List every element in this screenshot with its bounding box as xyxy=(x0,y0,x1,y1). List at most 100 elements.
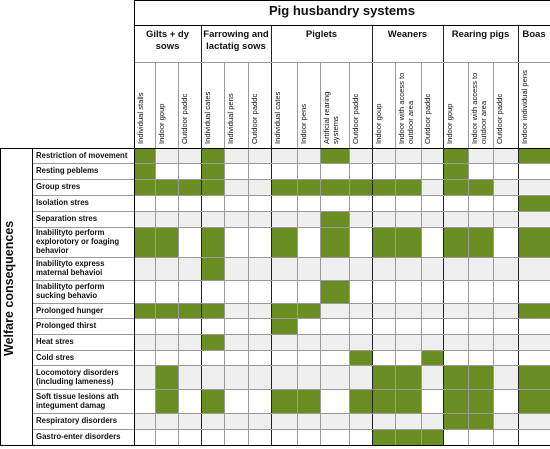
empty-cell xyxy=(372,163,395,179)
empty-cell xyxy=(201,365,224,389)
empty-cell xyxy=(224,413,248,429)
empty-cell xyxy=(443,429,468,445)
empty-cell xyxy=(349,163,372,179)
empty-cell xyxy=(248,257,271,280)
row-divider xyxy=(32,303,550,304)
empty-cell xyxy=(297,365,320,389)
empty-cell xyxy=(518,413,550,429)
border-top xyxy=(134,0,550,1)
filled-cell xyxy=(518,195,550,211)
filled-cell xyxy=(518,389,550,413)
empty-cell xyxy=(224,429,248,445)
column-divider xyxy=(178,62,179,445)
empty-cell xyxy=(395,318,421,334)
column-label: Individual cates xyxy=(273,91,282,144)
column-divider xyxy=(320,62,321,445)
empty-cell xyxy=(134,211,155,227)
empty-cell xyxy=(297,148,320,163)
empty-cell xyxy=(155,163,178,179)
filled-cell xyxy=(271,318,297,334)
group-label: Weaners xyxy=(387,29,428,40)
row-label: Gastro-enter disorders xyxy=(36,432,121,442)
filled-cell xyxy=(155,365,178,389)
empty-cell xyxy=(134,429,155,445)
empty-cell xyxy=(518,318,550,334)
group-label: Rearing pigs xyxy=(451,29,510,40)
group-divider xyxy=(201,25,202,445)
empty-cell xyxy=(320,350,349,365)
side-label: Welfare consequences xyxy=(2,220,16,356)
empty-cell xyxy=(421,179,443,195)
empty-cell xyxy=(493,429,518,445)
empty-cell xyxy=(297,318,320,334)
empty-cell xyxy=(443,303,468,318)
empty-cell xyxy=(224,179,248,195)
empty-cell xyxy=(155,413,178,429)
filled-cell xyxy=(349,389,372,413)
empty-cell xyxy=(178,227,201,257)
row-label: Resting peblems xyxy=(36,166,99,176)
row-divider xyxy=(32,163,550,164)
empty-cell xyxy=(248,334,271,350)
group-label: Gilts + dy sows xyxy=(145,29,190,52)
filled-cell xyxy=(518,365,550,389)
filled-cell xyxy=(468,227,493,257)
empty-cell xyxy=(468,257,493,280)
empty-cell xyxy=(372,257,395,280)
filled-cell xyxy=(297,179,320,195)
filled-cell xyxy=(134,163,155,179)
empty-cell xyxy=(155,257,178,280)
empty-cell xyxy=(421,280,443,303)
row-divider xyxy=(32,179,550,180)
filled-cell xyxy=(395,365,421,389)
empty-cell xyxy=(248,280,271,303)
empty-cell xyxy=(395,303,421,318)
empty-cell xyxy=(372,413,395,429)
empty-cell xyxy=(518,211,550,227)
empty-cell xyxy=(372,334,395,350)
empty-cell xyxy=(224,389,248,413)
row-label: Restriction of movement xyxy=(36,150,128,160)
filled-cell xyxy=(518,148,550,163)
column-label: Indoor with access to outdoor area xyxy=(470,72,488,144)
empty-cell xyxy=(224,350,248,365)
column-divider xyxy=(421,62,422,445)
filled-cell xyxy=(468,365,493,389)
empty-cell xyxy=(443,280,468,303)
empty-cell xyxy=(178,413,201,429)
empty-cell xyxy=(297,163,320,179)
empty-cell xyxy=(443,350,468,365)
empty-cell xyxy=(372,318,395,334)
empty-cell xyxy=(320,413,349,429)
empty-cell xyxy=(248,413,271,429)
filled-cell xyxy=(271,389,297,413)
empty-cell xyxy=(224,334,248,350)
empty-cell xyxy=(493,227,518,257)
column-label: Indoor with access to outdoor area xyxy=(397,72,415,144)
empty-cell xyxy=(395,163,421,179)
empty-cell xyxy=(224,195,248,211)
empty-cell xyxy=(178,318,201,334)
filled-cell xyxy=(178,179,201,195)
table-title: Pig husbandry systems xyxy=(269,3,415,18)
filled-cell xyxy=(201,334,224,350)
empty-cell xyxy=(248,148,271,163)
column-label: Outdoor paddc xyxy=(250,93,259,144)
empty-cell xyxy=(178,350,201,365)
empty-cell xyxy=(468,334,493,350)
filled-cell xyxy=(395,429,421,445)
empty-cell xyxy=(443,334,468,350)
column-divider xyxy=(297,62,298,445)
column-divider xyxy=(155,62,156,445)
filled-cell xyxy=(443,227,468,257)
filled-cell xyxy=(271,303,297,318)
empty-cell xyxy=(297,195,320,211)
row-divider xyxy=(32,365,550,366)
empty-cell xyxy=(248,195,271,211)
empty-cell xyxy=(248,429,271,445)
empty-cell xyxy=(271,163,297,179)
filled-cell xyxy=(395,389,421,413)
empty-cell xyxy=(468,318,493,334)
filled-cell xyxy=(372,365,395,389)
column-label: Outdoor paddc xyxy=(351,93,360,144)
